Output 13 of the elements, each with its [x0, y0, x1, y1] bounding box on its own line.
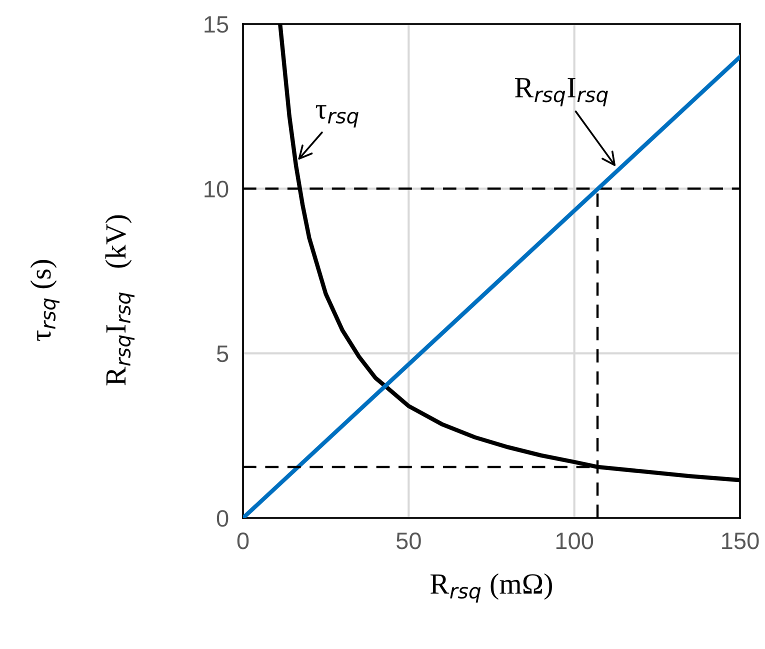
- x-tick-label: 150: [722, 532, 759, 550]
- y-tick-label: 10: [204, 180, 228, 198]
- y-tick-label: 0: [216, 510, 228, 527]
- y-tick-label: 15: [204, 16, 228, 33]
- text: τ$_{rsq}$ (s): [30, 260, 60, 341]
- x-tick-label: 0: [237, 532, 249, 550]
- y-tick-label: 5: [216, 346, 228, 362]
- annotation: R$_{rsq}$I$_{rsq}$: [515, 78, 608, 106]
- text: R$_{rsq}$I$_{rsq}$ (kV): [105, 215, 135, 386]
- x-tick-label: 100: [556, 532, 594, 550]
- annotation: τ$_{rsq}$: [316, 105, 358, 128]
- x-tick-label: 50: [396, 532, 421, 550]
- x-axis-title: R$_{rsq}$ (mΩ): [430, 573, 552, 603]
